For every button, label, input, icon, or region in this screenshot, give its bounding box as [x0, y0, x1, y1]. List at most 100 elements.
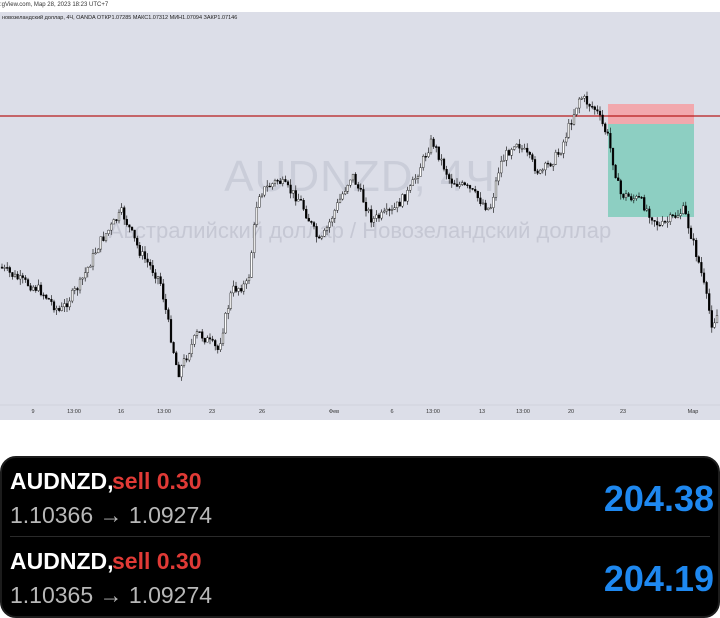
candle-body: [669, 214, 672, 222]
candle-body: [63, 303, 66, 308]
candle-body: [84, 272, 87, 279]
candle-body: [695, 240, 698, 257]
candle-body: [39, 284, 43, 296]
candle-body: [266, 185, 269, 188]
candle-body: [206, 337, 209, 343]
candle-body: [312, 222, 316, 227]
candle-body: [692, 238, 695, 241]
candle-body: [713, 322, 716, 328]
candle-body: [653, 220, 656, 222]
candle-body: [643, 197, 646, 211]
take-profit-zone[interactable]: [608, 124, 694, 217]
candle-body: [71, 289, 74, 302]
price-chart[interactable]: AUDNZD, 4Ч Австралийский доллар / Новозе…: [0, 12, 720, 420]
candle-body: [575, 107, 578, 115]
candle-body: [65, 303, 69, 308]
candle-body: [58, 308, 61, 311]
x-axis-tick-label: 16: [118, 409, 124, 415]
candle-body: [112, 219, 115, 225]
candle-body: [565, 137, 568, 143]
candle-body: [102, 236, 105, 241]
candle-body: [172, 342, 175, 353]
candle-body: [123, 207, 126, 220]
candle-body: [68, 300, 71, 308]
candle-body: [86, 267, 89, 273]
candle-body: [42, 294, 45, 297]
candle-body: [697, 256, 700, 263]
candle-body: [466, 184, 469, 187]
candle-body: [34, 286, 37, 291]
candle-body: [435, 146, 438, 148]
candle-body: [310, 220, 313, 223]
x-axis-tick-label: 9: [31, 409, 34, 415]
candle-body: [487, 207, 490, 210]
candle-body: [284, 179, 287, 182]
candle-body: [94, 252, 97, 255]
candle-body: [390, 209, 394, 211]
candle-body: [544, 162, 547, 171]
candle-body: [180, 365, 183, 378]
candle-body: [234, 285, 238, 292]
candle-body: [216, 345, 219, 350]
candle-body: [344, 191, 347, 195]
candle-body: [364, 202, 368, 212]
candle-body: [445, 169, 448, 175]
candle-body: [513, 146, 516, 150]
trade-row[interactable]: AUDNZD, sell 0.30 1.10366 → 1.09274 204.…: [2, 458, 718, 536]
x-axis-tick-label: 20: [568, 409, 574, 415]
candle-body: [162, 283, 165, 300]
candle-body: [45, 294, 48, 299]
candle-body: [401, 194, 404, 207]
candle-body: [128, 224, 131, 228]
trades-panel: AUDNZD, sell 0.30 1.10366 → 1.09274 204.…: [0, 456, 720, 618]
candle-body: [351, 173, 355, 181]
candle-body: [117, 211, 121, 222]
candle-body: [619, 180, 622, 195]
candle-body: [533, 159, 537, 172]
candle-body: [476, 190, 479, 199]
candle-body: [281, 179, 284, 184]
candle-body: [258, 196, 261, 208]
candle-body: [357, 184, 360, 189]
candle-body: [136, 237, 139, 246]
candle-body: [362, 189, 365, 203]
candle-body: [578, 98, 581, 109]
candle-body: [81, 277, 84, 280]
candle-body: [505, 150, 508, 161]
candle-body: [526, 147, 529, 153]
candle-body: [416, 176, 420, 179]
candlestick-plot[interactable]: 9 13:00 16 13:00 23 26 Фев 6 13:00 13 13:00 20 23 Мар: [0, 12, 720, 420]
candle-body: [611, 147, 615, 166]
candle-body: [279, 180, 282, 184]
candle-body: [489, 207, 492, 209]
candle-body: [242, 283, 245, 292]
candle-body: [645, 208, 648, 211]
candle-body: [656, 221, 659, 226]
candle-body: [237, 288, 240, 292]
candle-body: [198, 331, 201, 333]
candle-body: [661, 221, 664, 226]
candle-body: [507, 150, 511, 156]
candle-body: [229, 292, 232, 309]
candle-body: [674, 215, 677, 218]
candle-body: [671, 214, 674, 217]
trade-row[interactable]: AUDNZD, sell 0.30 1.10365 → 1.09274 204.…: [2, 538, 718, 616]
candle-body: [583, 96, 586, 99]
stop-loss-zone[interactable]: [608, 104, 694, 124]
candle-body: [76, 288, 79, 291]
candle-body: [359, 188, 362, 190]
candle-body: [227, 308, 230, 314]
candle-body: [271, 183, 274, 188]
candle-body: [650, 217, 654, 221]
candle-body: [372, 218, 375, 223]
candle-body: [250, 252, 253, 278]
candle-body: [536, 170, 539, 174]
candle-body: [146, 258, 149, 263]
candle-body: [175, 352, 178, 366]
candle-body: [580, 98, 583, 100]
candle-body: [484, 202, 487, 210]
candle-body: [388, 208, 391, 211]
candle-body: [219, 343, 222, 350]
candle-body: [167, 309, 170, 320]
candle-body: [0, 266, 4, 269]
